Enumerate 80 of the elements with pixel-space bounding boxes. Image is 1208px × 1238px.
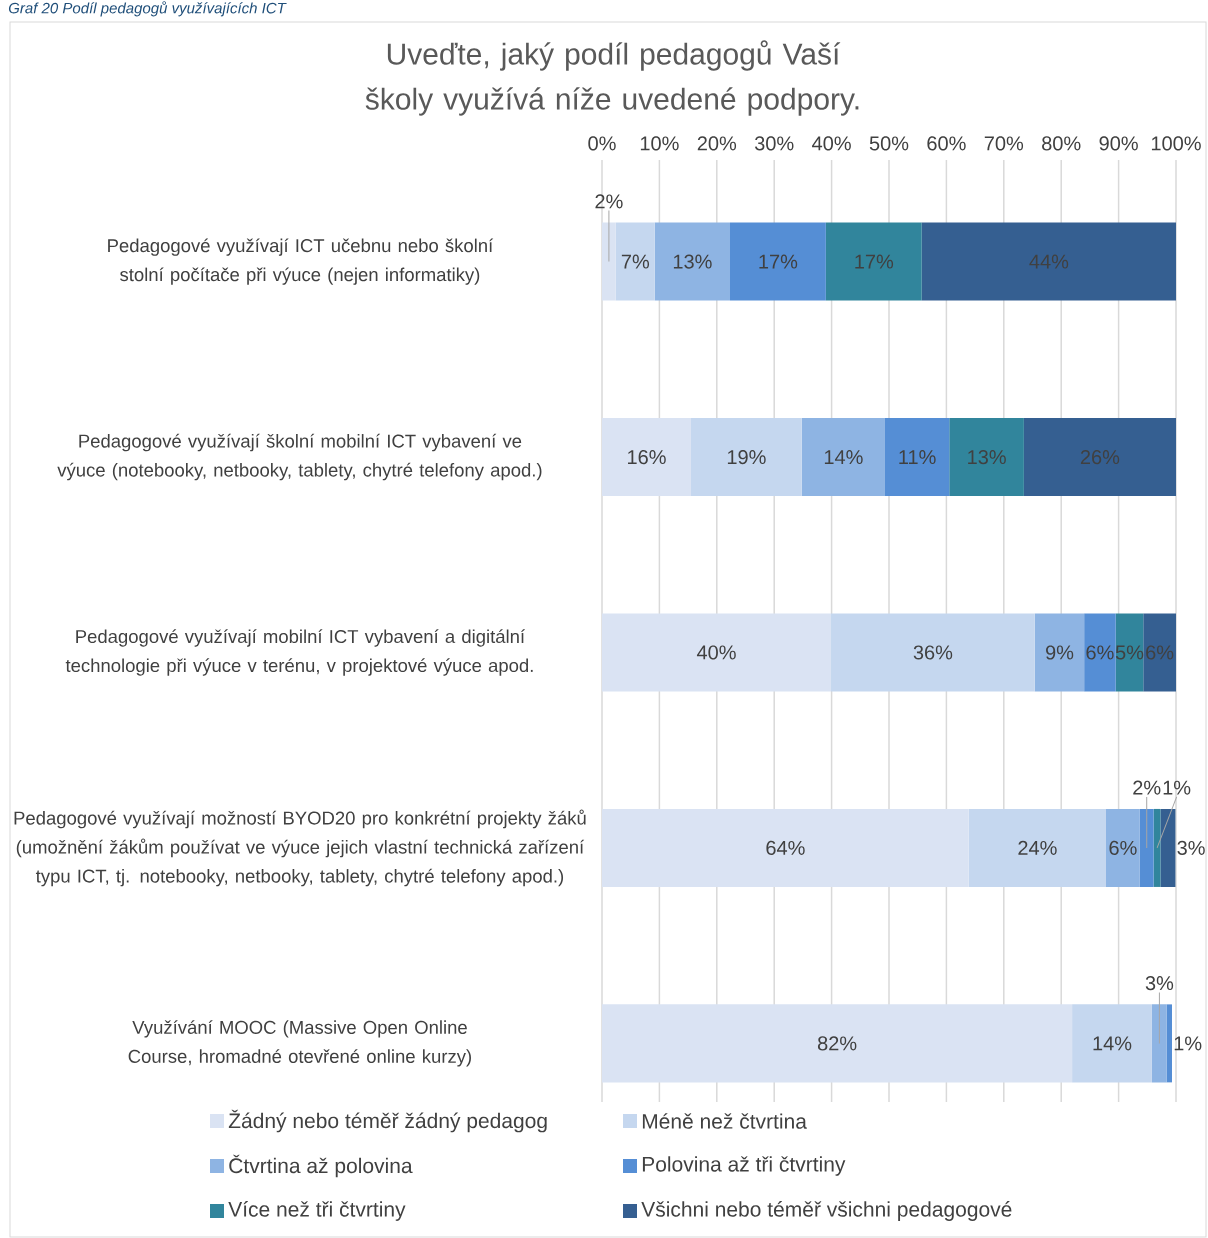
bar <box>690 418 802 497</box>
bar <box>1139 808 1154 887</box>
data-label: 26% <box>1080 450 1120 465</box>
bar <box>730 222 826 301</box>
bar <box>1084 613 1116 692</box>
text: Graf 20 Podíl pedagogů využívajících ICT <box>8 1 287 17</box>
data-label: 13% <box>673 254 712 269</box>
bar <box>968 808 1106 887</box>
bar <box>1143 613 1176 692</box>
data-label: 24% <box>1018 840 1057 855</box>
data-label: 1% <box>1163 780 1191 795</box>
legend-label: Všichni nebo téměř všichni pedagogové <box>641 1201 1012 1221</box>
bar <box>884 418 950 497</box>
x-tick-label: 0% <box>588 136 616 151</box>
data-label: 6% <box>1086 645 1114 660</box>
bar <box>602 613 832 692</box>
bar <box>654 222 730 301</box>
data-label: 82% <box>817 1036 857 1051</box>
x-tick-label: 20% <box>697 136 737 151</box>
data-label: 2% <box>1133 780 1161 795</box>
legend-label: Méně než čtvrtina <box>642 1113 807 1129</box>
data-label: 7% <box>621 254 650 269</box>
data-label: 13% <box>968 450 1006 465</box>
data-label: 14% <box>824 450 863 465</box>
y-tick-label: Pedagogové využívají možností BYOD20 pro konkrétní projekty žáků (umožnění žákům používat ve výuce jejich vlastní technická zařízení typu ICT, tj. notebooky, netbooky, tablety, chytré telefony apod.) <box>14 809 586 887</box>
bar <box>1151 1004 1167 1083</box>
bar <box>1153 808 1161 887</box>
data-label: 17% <box>855 254 894 269</box>
data-label: 44% <box>1029 254 1069 269</box>
data-label: 40% <box>696 645 736 660</box>
bar <box>1105 808 1140 887</box>
bar <box>602 222 616 301</box>
data-label: 16% <box>628 450 666 465</box>
bar <box>615 222 655 301</box>
data-label: 3% <box>1177 840 1205 855</box>
y-tick-label: Využívání MOOC (Massive Open Online Course, hromadné otevřené online kurzy) <box>128 1020 471 1067</box>
legend-label: Více než tři čtvrtiny <box>228 1201 406 1221</box>
data-label: 17% <box>759 254 798 269</box>
x-tick-label: 10% <box>640 136 679 151</box>
data-label: 3% <box>1145 976 1174 991</box>
bar <box>1072 1004 1152 1083</box>
y-tick-label: Pedagogové využívají ICT učebnu nebo školní stolní počítače při výuce (nejen informatiky) <box>108 238 494 285</box>
x-tick-label: 60% <box>927 136 966 151</box>
data-label: 9% <box>1046 645 1074 660</box>
x-tick-label: 30% <box>754 136 794 151</box>
legend-label: Žádný nebo téměř žádný pedagog <box>228 1109 547 1133</box>
data-label: 14% <box>1093 1036 1132 1051</box>
data-label: 19% <box>727 450 766 465</box>
bar <box>825 222 922 301</box>
y-tick-label: Pedagogové využívají mobilní ICT vybavení a digitální technologie při výuce v terénu, v projektové výuce apod. <box>65 629 533 676</box>
bar <box>801 418 885 497</box>
y-tick-label: Pedagogové využívají školní mobilní ICT vybavení ve výuce (notebooky, netbooky, tablety, chytré telefony apod.) <box>57 433 542 481</box>
x-tick-label: 90% <box>1099 136 1138 151</box>
bar <box>602 418 691 497</box>
data-label: 64% <box>766 840 805 855</box>
x-tick-label: 50% <box>869 136 909 151</box>
bar <box>1160 808 1176 887</box>
data-label: 36% <box>913 645 953 660</box>
x-tick-label: 40% <box>812 136 851 151</box>
x-tick-label: 100% <box>1151 136 1201 151</box>
bar <box>1023 418 1176 497</box>
bar <box>1166 1004 1172 1083</box>
legend-label: Čtvrtina až polovina <box>229 1154 413 1178</box>
data-label: 11% <box>899 450 936 465</box>
bar <box>1034 613 1085 692</box>
bar <box>949 418 1024 497</box>
bar <box>602 1004 1073 1083</box>
bar <box>831 613 1035 692</box>
data-label: 6% <box>1146 645 1174 660</box>
bar <box>921 222 1176 301</box>
data-label: 6% <box>1109 840 1137 855</box>
x-tick-label: 80% <box>1042 136 1081 151</box>
data-label: 5% <box>1115 645 1144 660</box>
x-tick-label: 70% <box>984 136 1024 151</box>
bar <box>602 808 969 887</box>
data-label: 1% <box>1174 1036 1202 1051</box>
legend-label: Polovina až tři čtvrtiny <box>642 1156 846 1176</box>
bar <box>1115 613 1144 692</box>
data-label: 2% <box>595 194 623 209</box>
chart-title: Uveďte, jaký podíl pedagogů Vaší školy využívá níže uvedené podpory. <box>365 40 859 116</box>
